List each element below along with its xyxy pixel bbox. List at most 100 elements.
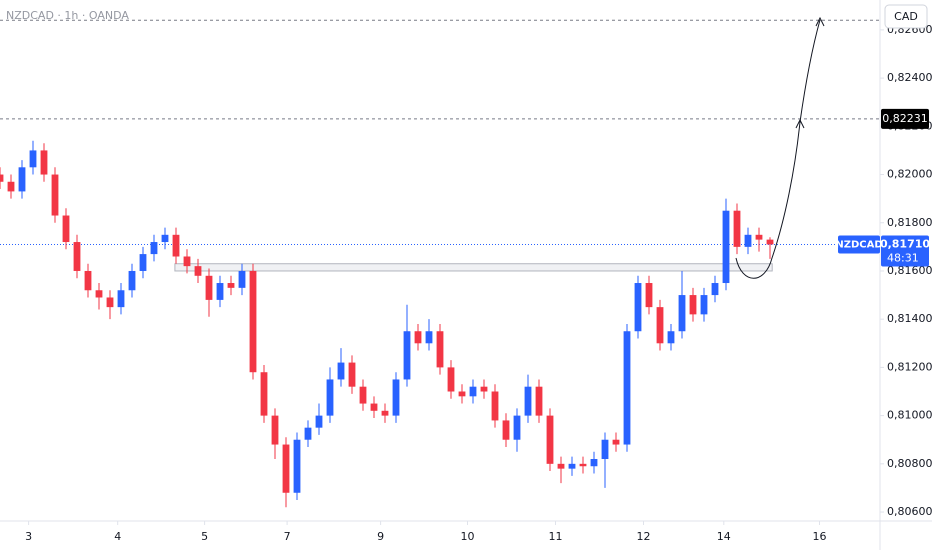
x-tick-label: 5 bbox=[201, 530, 208, 543]
arrow-head bbox=[795, 118, 805, 129]
candle-body bbox=[315, 415, 323, 428]
candle-body bbox=[62, 215, 70, 243]
candle-body bbox=[348, 362, 356, 387]
price-tag bbox=[881, 235, 929, 267]
arrow-head bbox=[815, 16, 825, 27]
candle-body bbox=[436, 331, 444, 368]
candle-body bbox=[40, 150, 48, 175]
candle-body bbox=[95, 290, 103, 298]
plot: 0,80600 0,80800 0,81000 0,81200 0,81400 0,816… bbox=[0, 19, 932, 543]
candle-body bbox=[513, 415, 521, 440]
candle-body bbox=[447, 367, 455, 392]
x-tick-label: 7 bbox=[284, 530, 291, 543]
candle-body bbox=[271, 415, 279, 445]
zone bbox=[174, 263, 773, 272]
candle-body bbox=[304, 427, 312, 440]
candle-body bbox=[161, 234, 169, 243]
price-label: 0,81710 bbox=[880, 237, 930, 250]
y-tick-label: 0,81400 bbox=[887, 312, 932, 325]
candle-body bbox=[293, 439, 301, 493]
candle-body bbox=[590, 459, 598, 467]
candle-body bbox=[150, 242, 158, 255]
candle-body bbox=[579, 463, 587, 467]
candle-body bbox=[194, 266, 202, 276]
y-tick-label: 0,81600 bbox=[887, 264, 932, 277]
candle-body bbox=[370, 403, 378, 411]
candle-body bbox=[469, 386, 477, 397]
level-label: 0,82231 bbox=[882, 112, 928, 125]
candle-body bbox=[623, 331, 631, 445]
candle-body bbox=[403, 331, 411, 380]
x-tick-label: 10 bbox=[461, 530, 475, 543]
candle-body bbox=[744, 234, 752, 247]
candle-body bbox=[238, 270, 246, 288]
candle-body bbox=[249, 270, 257, 373]
candle-body bbox=[689, 295, 697, 315]
candle-body bbox=[557, 463, 565, 469]
candle-body bbox=[491, 391, 499, 421]
candle-body bbox=[700, 295, 708, 315]
candle-body bbox=[381, 410, 389, 416]
x-tick-label: 12 bbox=[637, 530, 651, 543]
candle-body bbox=[337, 362, 345, 380]
candle-body bbox=[117, 290, 125, 308]
y-tick-label: 0,81200 bbox=[887, 360, 932, 373]
candle-body bbox=[29, 150, 37, 168]
candle-body bbox=[326, 379, 334, 416]
candle-body bbox=[205, 275, 213, 300]
y-tick-label: 0,80800 bbox=[887, 457, 932, 470]
x-tick-label: 16 bbox=[813, 530, 827, 543]
chart-title: NZDCAD · 1h · OANDA bbox=[6, 9, 129, 22]
candle-body bbox=[601, 439, 609, 460]
candle-body bbox=[0, 174, 4, 182]
symbol-label: NZDCAD bbox=[835, 239, 882, 250]
candle-body bbox=[634, 283, 642, 332]
candle-body bbox=[535, 386, 543, 416]
level-tag bbox=[881, 108, 929, 129]
candle-body bbox=[645, 283, 653, 308]
candle-body bbox=[546, 415, 554, 464]
candle-body bbox=[458, 391, 466, 397]
y-tick-label: 0,81800 bbox=[887, 216, 932, 229]
x-tick-label: 4 bbox=[114, 530, 121, 543]
candle-body bbox=[18, 167, 26, 192]
candle-body bbox=[480, 386, 488, 392]
candle-body bbox=[568, 463, 576, 469]
candle-body bbox=[502, 420, 510, 440]
candle-body bbox=[359, 386, 367, 404]
currency-label[interactable]: CAD bbox=[894, 10, 918, 23]
candle-body bbox=[722, 210, 730, 284]
candle-body bbox=[524, 386, 532, 416]
x-tick-label: 3 bbox=[25, 530, 32, 543]
candle-body bbox=[183, 256, 191, 267]
candle-body bbox=[733, 210, 741, 247]
candle-body bbox=[755, 234, 763, 240]
candle-body bbox=[425, 331, 433, 344]
y-tick-label: 0,80600 bbox=[887, 505, 932, 518]
candle-body bbox=[172, 234, 180, 257]
candle-body bbox=[106, 297, 114, 308]
y-tick-label: 0,82000 bbox=[887, 168, 932, 181]
candle-body bbox=[414, 331, 422, 344]
candle-body bbox=[667, 331, 675, 344]
symbol-tag bbox=[838, 235, 880, 254]
currency-button[interactable] bbox=[884, 4, 928, 29]
candle-body bbox=[128, 270, 136, 291]
x-tick-label: 9 bbox=[377, 530, 384, 543]
candle-body bbox=[711, 283, 719, 296]
y-tick-label: 0,82400 bbox=[887, 71, 932, 84]
y-tick-label: 0,81000 bbox=[887, 409, 932, 422]
candle-body bbox=[84, 270, 92, 291]
candle-body bbox=[139, 254, 147, 271]
candle-body bbox=[260, 372, 268, 416]
candle-body bbox=[766, 239, 774, 245]
candle-body bbox=[227, 283, 235, 288]
candle-body bbox=[73, 242, 81, 271]
candle-body bbox=[612, 439, 620, 445]
candle-body bbox=[7, 181, 15, 192]
candle-body bbox=[282, 444, 290, 493]
x-tick-label: 11 bbox=[549, 530, 563, 543]
